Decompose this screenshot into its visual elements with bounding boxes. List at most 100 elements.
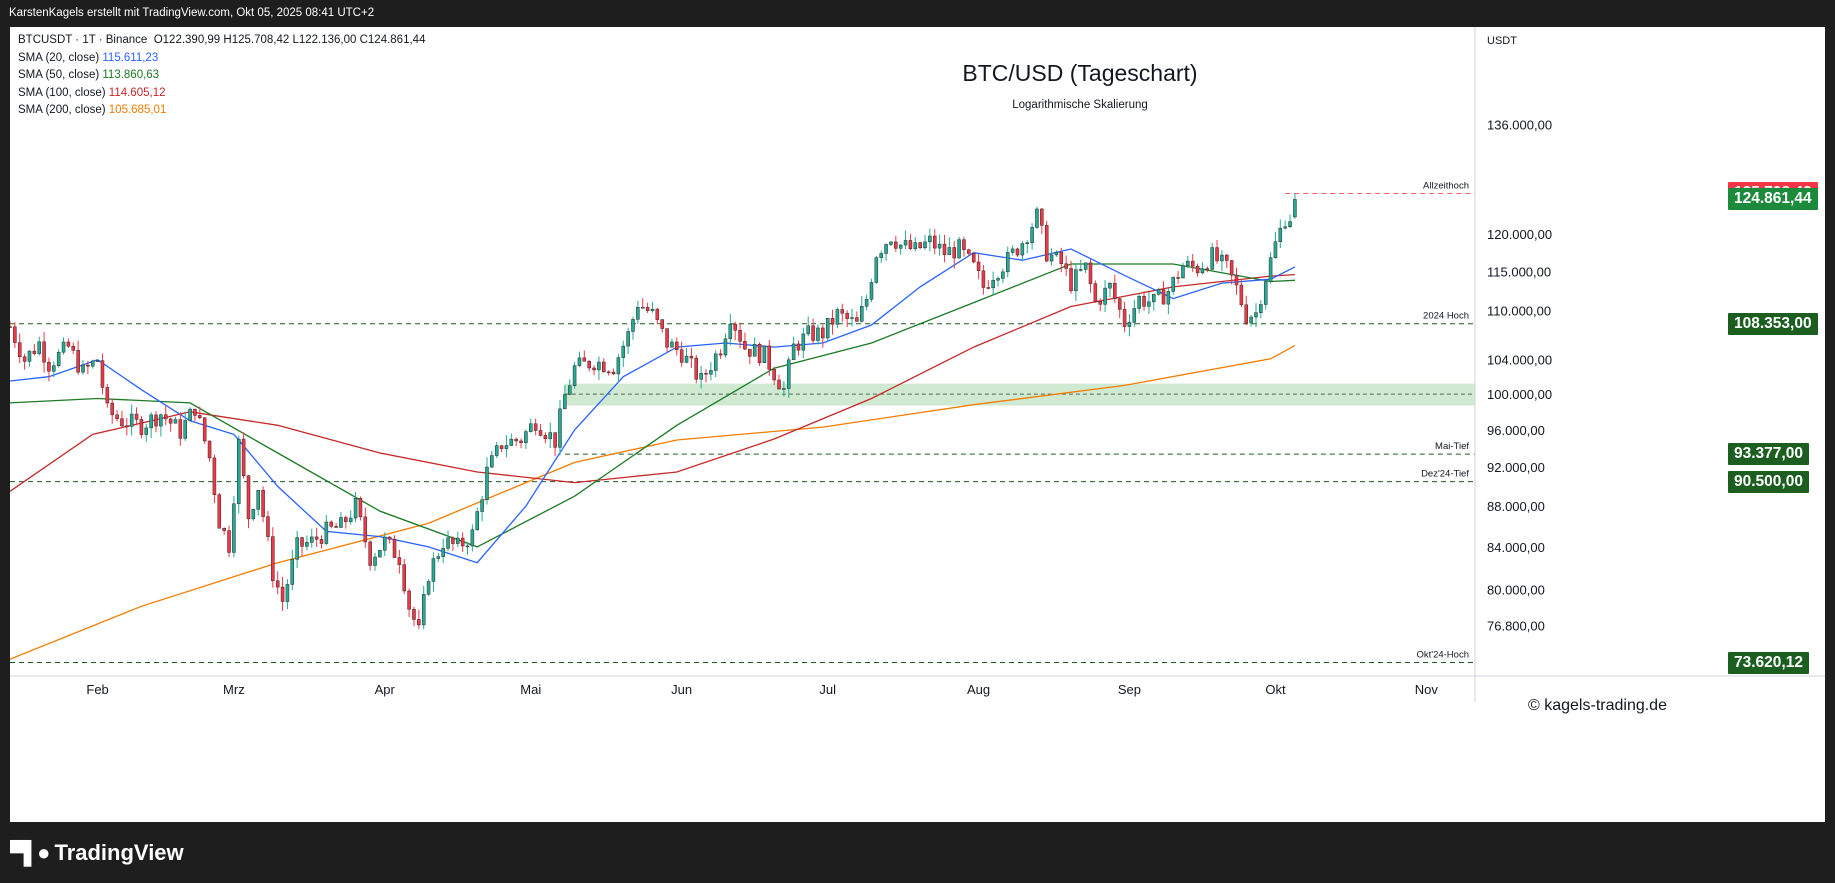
candle [918,241,922,250]
candle-body [47,361,51,372]
candle [689,347,694,368]
x-tick-label: Mrz [223,682,245,697]
candle [1079,259,1083,272]
currency-label: USDT [1487,35,1517,47]
candle-body [694,357,699,380]
candle [159,413,163,437]
candle-body [1010,248,1015,253]
candle-body [295,537,299,560]
candle-body [27,350,32,362]
candle-body [285,584,290,602]
candle-body [451,537,455,544]
candle [592,365,596,376]
candle [733,321,737,341]
candle [1147,291,1151,315]
candle-body [952,247,956,259]
candle [782,381,786,397]
candle [163,405,168,426]
candle [76,340,80,375]
candle-body [602,361,606,373]
candle-body [499,445,504,449]
candle-body [821,327,825,339]
candle-body [572,365,577,386]
candle-body [796,343,801,351]
candle-body [275,580,280,588]
candle-body [222,528,226,531]
candle [524,429,528,449]
y-tick-label: 120.000,00 [1487,227,1552,242]
candle-body [577,357,582,366]
y-tick-label: 76.800,00 [1487,618,1545,633]
candle [1259,300,1263,319]
candle [1117,296,1122,319]
candle [95,359,100,362]
candle [47,357,51,382]
candle [387,535,392,544]
candle [100,353,105,395]
candle-body [37,341,41,354]
candle [864,294,869,311]
candle [572,361,577,389]
candle-body [378,549,382,558]
candle [392,535,397,558]
y-tick-label: 110.000,00 [1487,304,1551,319]
candle [665,328,669,352]
candle [928,228,932,252]
candle-body [1001,271,1005,279]
candle [675,337,679,356]
candle-body [869,282,874,300]
candle [232,495,236,558]
candle-body [480,499,484,512]
candle-body [129,413,134,427]
candle [217,492,222,529]
candle [412,606,416,627]
candle [1137,293,1141,314]
candle [241,432,246,479]
candle-body [548,432,553,440]
candle [825,318,830,342]
candle-body [533,423,538,431]
candle-body [1035,208,1039,228]
candle [952,240,956,269]
candle [577,351,582,368]
candle-body [611,371,616,375]
candle [558,399,562,456]
candle-body [1079,269,1083,271]
candle [1015,247,1020,257]
candle-body [71,345,76,351]
attribution-text: KarstenKagels erstellt mit TradingView.c… [9,7,375,19]
candle [587,359,591,372]
candle [855,311,859,322]
legend-sma100: SMA (100, close) 114.605,12 [18,85,425,103]
chart-subtitle: Logarithmische Skalierung [1012,99,1148,111]
watermark: © kagels-trading.de [1528,697,1667,714]
candle-body [188,408,192,421]
candle [456,531,460,548]
x-tick-label: Nov [1415,682,1439,697]
candle [704,369,708,383]
y-tick-label: 100.000,00 [1487,387,1552,402]
candle-body [894,241,898,249]
candle [485,457,489,505]
candle-body [684,355,689,363]
candle-body [675,341,679,350]
candle-body [767,345,772,370]
candle-body [1181,265,1185,279]
chart-legend: BTCUSDT · 1T · Binance O122.390,99 H125.… [18,32,425,120]
candle-body [801,333,806,351]
price-chart[interactable]: Allzeithoch 2024 Hoch Mai-Tief Dez'24-Tief O… [10,27,1825,822]
x-tick-label: Apr [375,682,396,697]
candle [1234,267,1239,295]
tradingview-logo[interactable]: ▀▌● TradingView [10,840,184,866]
candle [149,412,153,439]
candle-body [300,537,304,547]
candle [1200,262,1205,275]
x-tick-label: Jul [819,682,836,697]
candle [1288,214,1292,228]
candle-body [1190,260,1195,267]
candle [251,508,256,521]
candle [567,379,572,396]
chart-frame[interactable]: Allzeithoch 2024 Hoch Mai-Tief Dez'24-Tief O… [10,27,1825,822]
candle-body [426,581,431,595]
candle [1283,220,1287,230]
